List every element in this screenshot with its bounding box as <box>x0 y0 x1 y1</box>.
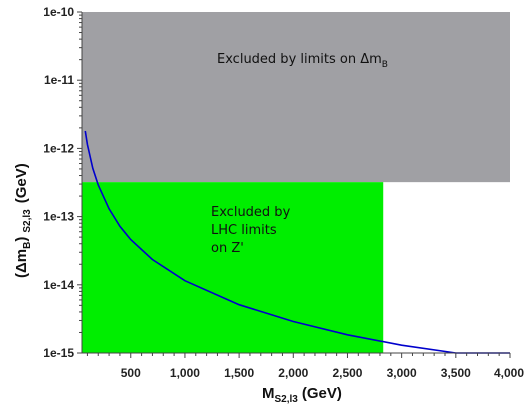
excluded-region-lhc <box>82 182 384 353</box>
x-tick-label: 3,000 <box>387 366 417 380</box>
x-tick-label: 500 <box>121 366 141 380</box>
x-tick-label: 3,500 <box>441 366 471 380</box>
y-tick-label: 1e-13 <box>43 210 74 224</box>
x-axis-ticks: 500 1,000 1,500 2,000 2,500 3,000 3,500 4,000 <box>86 353 524 380</box>
x-tick-label: 1,500 <box>224 366 254 380</box>
x-tick-label: 2,000 <box>278 366 308 380</box>
x-tick-label: 1,000 <box>170 366 200 380</box>
y-tick-label: 1e-14 <box>43 278 74 292</box>
x-tick-label: 4,000 <box>494 366 524 380</box>
region-label-lhc-line-1: Excluded by <box>211 205 291 220</box>
y-tick-label: 1e-12 <box>43 141 74 155</box>
y-axis-ticks: 1e-15 1e-14 1e-13 1e-12 1e-11 1e-10 <box>43 5 82 360</box>
series-line <box>84 130 510 354</box>
excluded-region-delta-mb <box>82 12 510 183</box>
region-label-delta-mb: Excluded by limits on ΔmB <box>217 52 388 70</box>
region-label-lhc-line-3: on Z' <box>211 241 244 256</box>
region-label-lhc-line-2: LHC limits <box>211 223 277 238</box>
x-tick-label: 2,500 <box>332 366 362 380</box>
y-tick-label: 1e-15 <box>43 346 74 360</box>
y-axis-title: (ΔmB)S2,l3(GeV) <box>13 163 33 278</box>
x-axis-title: MS2,l3 (GeV) <box>262 385 342 405</box>
y-tick-label: 1e-11 <box>44 73 74 87</box>
y-tick-label: 1e-10 <box>43 5 74 19</box>
